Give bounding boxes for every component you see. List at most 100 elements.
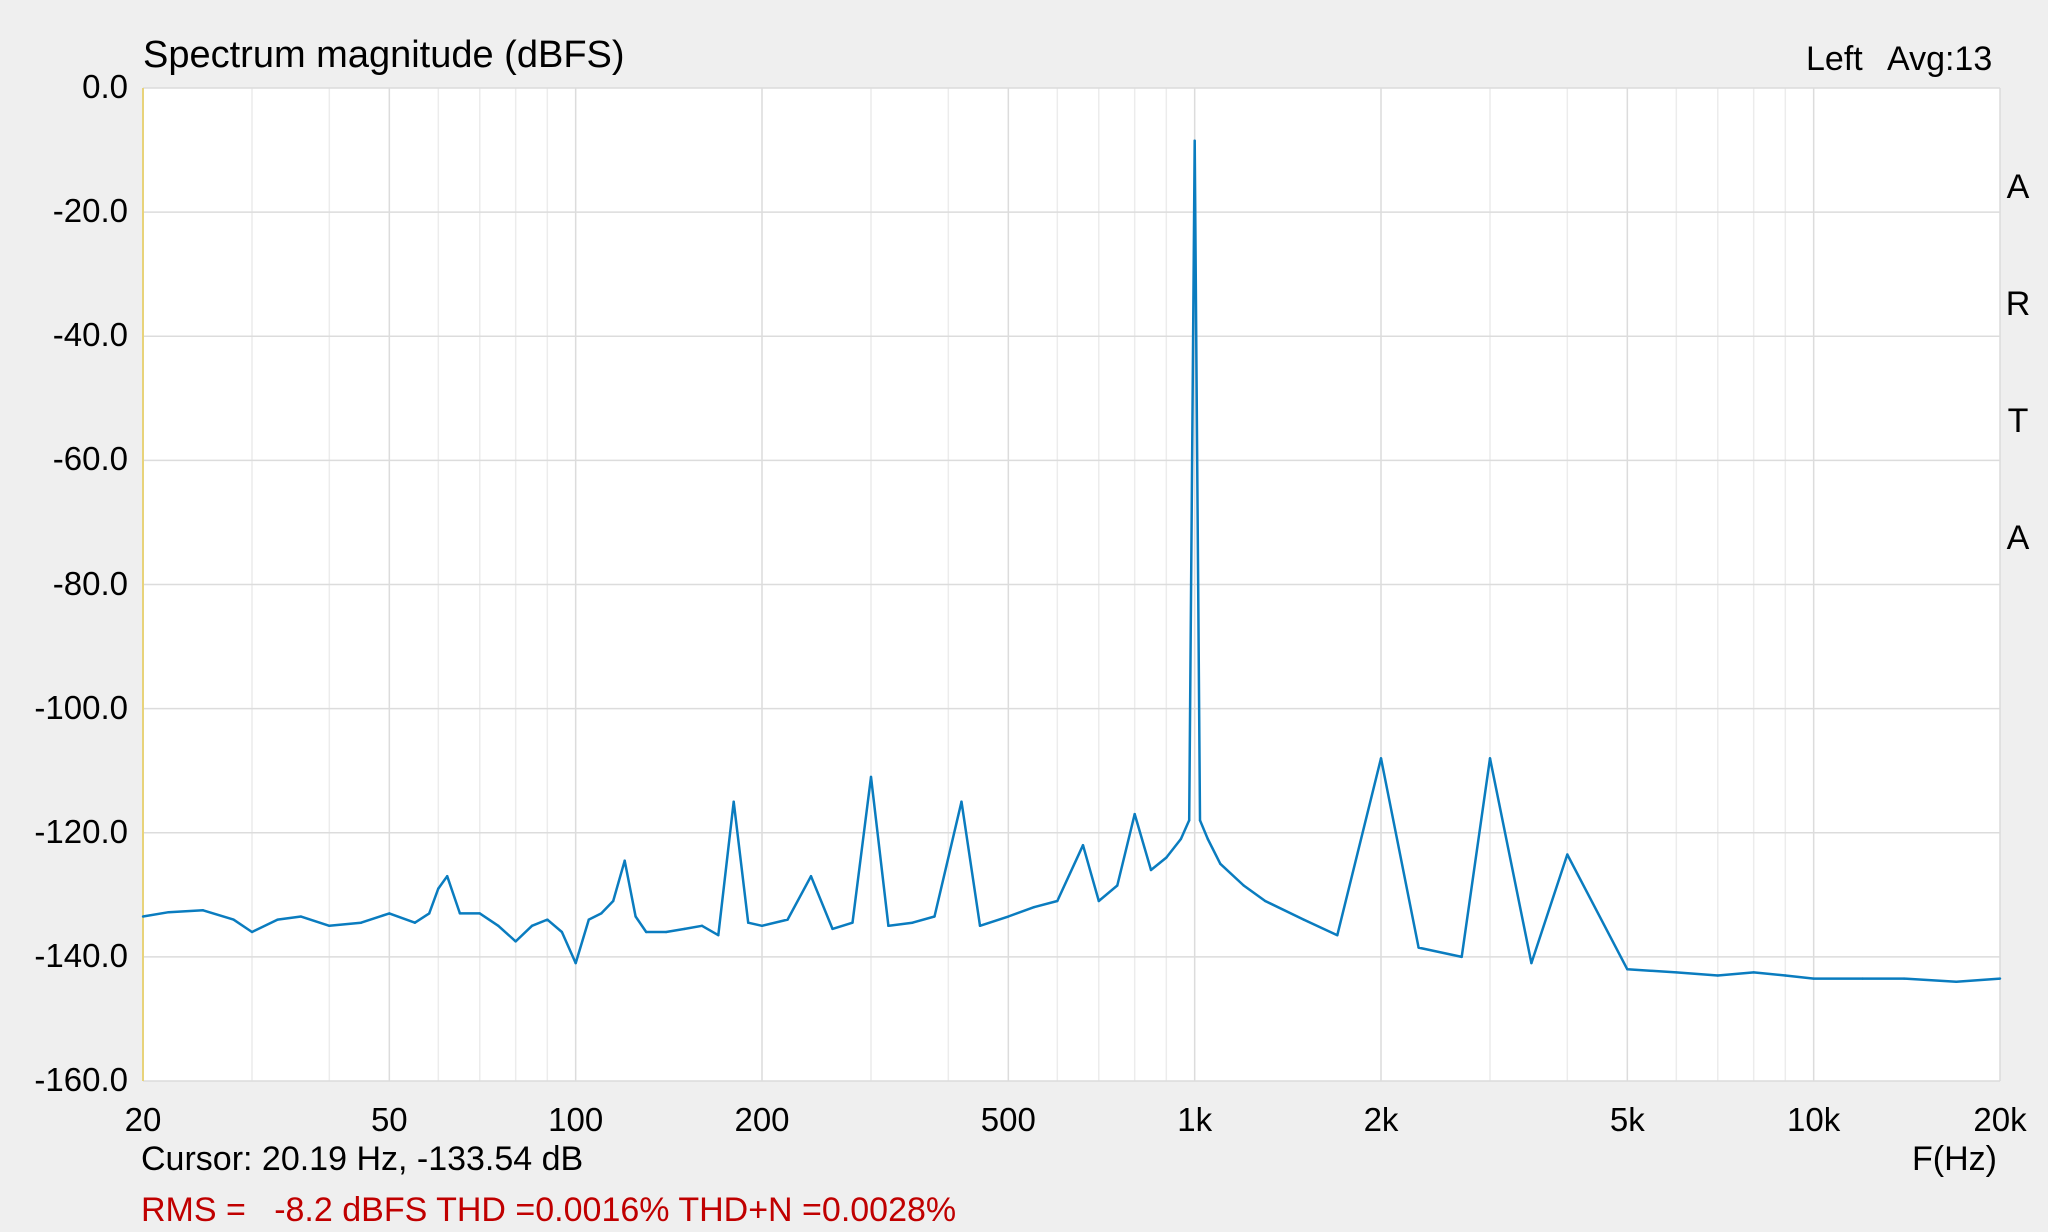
spectrum-point [574,961,577,965]
spectrum-point [1955,980,1958,983]
spectrum-point [299,915,303,918]
spectrum-point [700,924,704,928]
spectrum-point [1812,977,1815,980]
spectrum-point [587,918,590,921]
spectrum-point [1263,899,1267,903]
spectrum-point [717,933,720,937]
spectrum-point [887,924,890,928]
spectrum-point [413,921,417,924]
average-count-label: Avg:13 [1887,40,1993,78]
spectrum-point [445,874,449,878]
spectrum-point [664,930,668,934]
spectrum-point [232,918,235,921]
x-tick-label: 200 [734,1101,790,1138]
spectrum-point [1188,819,1191,822]
spectrum-point [1007,915,1010,918]
spectrum-point [960,800,963,803]
spectrum-point [167,910,170,914]
spectrum-point [1149,868,1153,872]
spectrum-point [600,912,603,915]
spectrum-point [478,912,481,915]
spectrum-point [141,915,145,918]
spectrum-point [1460,955,1463,959]
brand-letter: A [2006,519,2030,557]
spectrum-point [1784,974,1787,977]
y-tick-label: -140.0 [34,936,128,974]
spectrum-point [933,915,936,918]
spectrum-point [683,927,686,931]
spectrum-point [1488,757,1492,760]
spectrum-point [760,924,764,928]
spectrum-point [786,918,789,921]
spectrum-point [1302,918,1305,921]
spectrum-point [1097,899,1100,903]
spectrum-point [1165,856,1168,859]
spectrum-point [1133,812,1136,816]
spectrum-point [514,940,517,943]
spectrum-point [1193,139,1196,142]
x-tick-label: 1k [1177,1101,1213,1138]
spectrum-point [328,924,331,928]
brand-letter: A [2006,168,2030,206]
spectrum-point [1179,837,1183,841]
y-tick-label: -20.0 [52,192,128,230]
spectrum-point [276,918,279,921]
spectrum-point [1242,884,1245,887]
spectrum-point [851,921,854,924]
x-axis-label: F(Hz) [1912,1140,1997,1178]
spectrum-point [869,775,873,779]
brand-mark: A R T A [2000,90,2036,597]
y-tick-label: 0.0 [82,68,128,105]
spectrum-point [437,887,440,890]
y-tick-label: -80.0 [52,564,128,602]
y-tick-label: -120.0 [34,812,128,850]
channel-label: Left [1806,40,1863,78]
y-tick-label: -100.0 [34,688,128,726]
spectrum-point [1379,757,1383,760]
spectrum-point [1336,933,1339,937]
spectrum-point [250,930,254,934]
spectrum-point [1716,974,1719,977]
spectrum-point [1417,946,1420,949]
spectrum-point [1566,853,1569,856]
spectrum-point [1198,819,1202,822]
stats-readout: RMS = -8.2 dBFS THD =0.0016% THD+N =0.00… [141,1191,957,1229]
y-tick-label: -160.0 [34,1061,128,1098]
spectrum-point [1626,968,1629,971]
x-tick-label: 5k [1609,1101,1645,1138]
spectrum-point [1116,884,1119,887]
x-tick-label: 20 [124,1101,162,1138]
spectrum-point [530,924,534,928]
spectrum-point [732,800,735,803]
x-tick-label: 2k [1363,1101,1399,1138]
x-tick-label: 10k [1787,1101,1841,1138]
spectrum-point [1219,862,1222,865]
spectrum-point [201,909,205,912]
spectrum-point [831,927,834,931]
spectrum-point [634,915,637,918]
cursor-readout: Cursor: 20.19 Hz, -133.54 dB [141,1140,584,1178]
spectrum-point [911,921,914,924]
spectrum-point [809,874,813,878]
spectrum-point [497,924,500,928]
spectrum-point [1056,899,1059,903]
spectrum-point [1530,961,1533,965]
spectrum-point [546,918,549,921]
series-layer [141,139,2002,983]
spectrum-point [623,859,626,862]
spectrum-point [560,930,564,934]
spectrum-point [978,924,982,928]
spectrum-point [644,930,648,934]
chart-title: Spectrum magnitude (dBFS) [143,34,625,76]
x-tick-label: 100 [548,1101,604,1138]
spectrum-point [1081,843,1085,847]
brand-letter: R [2005,285,2031,323]
spectrum-point [458,912,462,915]
spectrum-point [1675,971,1678,974]
x-tick-label: 50 [370,1101,408,1138]
spectrum-point [388,912,391,915]
spectrum-point [1861,977,1864,980]
x-tick-label: 20k [1973,1101,2027,1138]
spectrum-point [1032,906,1036,909]
